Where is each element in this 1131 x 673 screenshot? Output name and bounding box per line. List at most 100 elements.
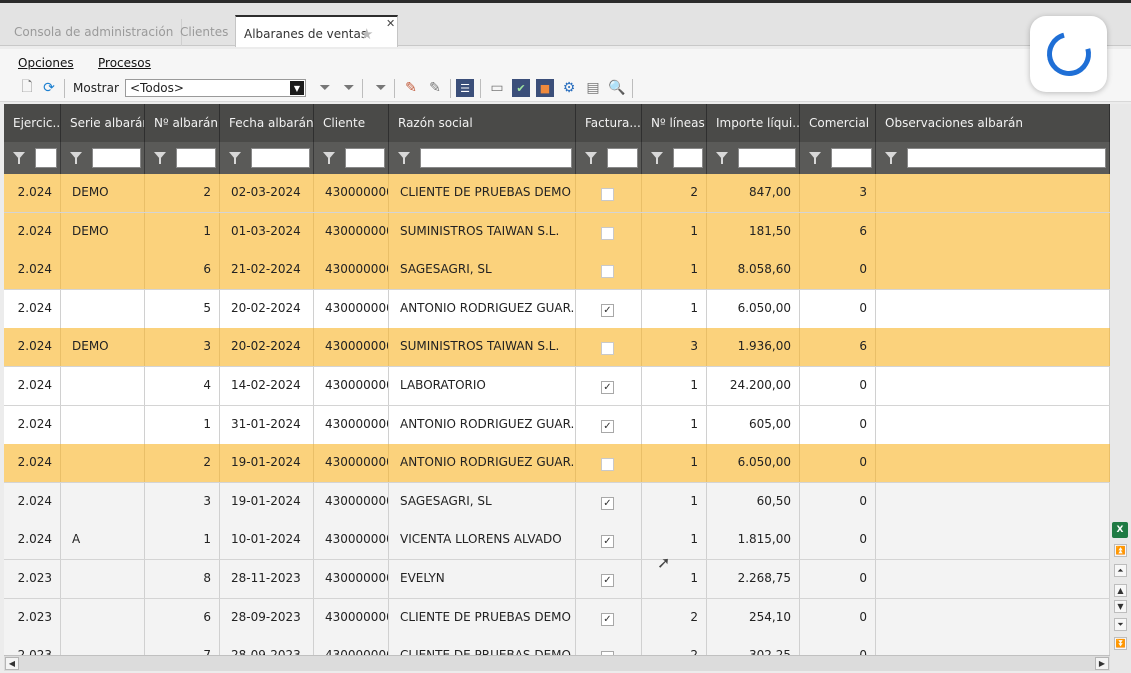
table-row[interactable]: 2.023 828-11-20234300000006EVELYN ✓ 12.268,… xyxy=(4,560,1110,599)
col-lineas-header[interactable]: Nº líneas xyxy=(642,104,707,142)
settings-window-icon[interactable]: ⚙ xyxy=(562,80,576,96)
excel-icon[interactable]: X xyxy=(1112,522,1128,538)
facturado-checkbox[interactable]: ✓ xyxy=(601,574,614,587)
col-ejercicio-header[interactable]: Ejercic... xyxy=(4,104,61,142)
filter-funnel-icon[interactable] xyxy=(809,152,821,164)
page-up-icon[interactable]: ⏶ xyxy=(1114,564,1127,577)
facturado-checkbox[interactable]: ✓ xyxy=(601,612,614,626)
menu-procesos[interactable]: Procesos xyxy=(98,56,151,70)
refresh-icon[interactable]: ⟳ xyxy=(43,80,55,96)
filter-funnel-icon[interactable] xyxy=(651,152,663,164)
col-facturado-header[interactable]: Factura... xyxy=(576,104,642,142)
col-importe-filter-input[interactable] xyxy=(738,148,796,168)
facturado-checkbox[interactable] xyxy=(601,342,614,356)
table-row[interactable]: 2.024 219-01-20244300000002ANTONIO RODRIG… xyxy=(4,444,1110,484)
razon-cell: VICENTA LLORENS ALVADO xyxy=(389,521,576,560)
filter-remove-icon[interactable]: ⏷ xyxy=(343,80,355,96)
facturado-checkbox[interactable]: ✓ xyxy=(601,303,614,317)
mostrar-select[interactable]: <Todos> ▼ xyxy=(125,79,306,97)
col-numero-filter-input[interactable] xyxy=(176,148,216,168)
filter-clear-icon[interactable]: ⏷ xyxy=(319,80,331,96)
tab-albaranes-ventas[interactable]: Albaranes de ventas ★ ✕ xyxy=(235,15,398,47)
filter-funnel-icon[interactable] xyxy=(70,152,82,164)
col-importe-header[interactable]: Importe líqui... xyxy=(707,104,800,142)
tab-clientes[interactable]: Clientes xyxy=(172,19,238,46)
numero-cell: 7 xyxy=(145,637,220,655)
filter-funnel-icon[interactable] xyxy=(154,152,166,164)
col-comercial-filter-input[interactable] xyxy=(831,148,872,168)
previous-record-icon[interactable]: ▲ xyxy=(1114,584,1127,597)
search-window-icon[interactable]: 🔍 xyxy=(608,80,626,96)
last-record-icon[interactable]: ⏬ xyxy=(1114,637,1127,650)
scroll-left-icon[interactable]: ◀ xyxy=(5,657,19,670)
fecha-cell: 28-09-2023 xyxy=(220,598,314,637)
edit-pencil-icon[interactable]: ✎ xyxy=(405,80,417,96)
filter-funnel-icon[interactable] xyxy=(398,152,410,164)
toolbar-separator xyxy=(362,79,363,98)
loading-button[interactable] xyxy=(1030,16,1107,92)
filter-funnel-icon[interactable] xyxy=(323,152,335,164)
col-comercial-header[interactable]: Comercial xyxy=(800,104,876,142)
table-row[interactable]: 2.024 414-02-20244300000005LABORATORIO ✓ 12… xyxy=(4,367,1110,406)
table-row[interactable]: 2.023 628-09-20234300000007CLIENTE DE PRU… xyxy=(4,598,1110,638)
facturado-checkbox[interactable]: ✓ xyxy=(601,535,614,549)
col-serie-header[interactable]: Serie albarán xyxy=(61,104,145,142)
star-icon[interactable]: ★ xyxy=(360,25,374,43)
facturado-checkbox[interactable] xyxy=(601,458,614,472)
filter-funnel-icon[interactable] xyxy=(885,152,897,164)
orange-window-icon[interactable]: ■ xyxy=(536,79,554,97)
new-document-icon[interactable]: 🗋 xyxy=(21,79,33,95)
filter-funnel-icon[interactable] xyxy=(585,152,597,164)
print-window-icon[interactable]: ▤ xyxy=(586,80,600,96)
facturado-checkbox[interactable] xyxy=(601,226,614,240)
col-numero-header[interactable]: Nº albarán xyxy=(145,104,220,142)
horizontal-scrollbar[interactable]: ◀ ▶ xyxy=(4,655,1110,671)
facturado-checkbox[interactable]: ✓ xyxy=(601,381,614,394)
col-lineas-filter-input[interactable] xyxy=(673,148,703,168)
first-record-icon[interactable]: ⏫ xyxy=(1114,544,1127,557)
facturado-checkbox[interactable]: ✓ xyxy=(601,419,614,433)
checked-window-icon[interactable]: ✔ xyxy=(512,79,530,97)
razon-cell: ANTONIO RODRIGUEZ GUAR... xyxy=(389,405,576,444)
window-icon[interactable]: ▭ xyxy=(490,80,504,96)
tab-consola-administracion[interactable]: Consola de administración xyxy=(6,19,183,46)
table-row[interactable]: 2.024 520-02-20244300000002ANTONIO RODRIG… xyxy=(4,289,1110,329)
table-row[interactable]: 2.023 728-09-20234300000007CLIENTE DE PRU… xyxy=(4,637,1110,655)
list-view-icon[interactable]: ☰ xyxy=(456,79,474,97)
col-cliente-header[interactable]: Cliente xyxy=(314,104,389,142)
col-cliente-filter-input[interactable] xyxy=(345,148,385,168)
filter-icon[interactable]: ⏷ xyxy=(375,80,387,96)
table-row[interactable]: 2.024DEMO320-02-20244300000009SUMINISTRO… xyxy=(4,328,1110,368)
edit-pencil-gray-icon[interactable]: ✎ xyxy=(429,80,441,96)
table-row[interactable]: 2.024 621-02-20244300000004SAGESAGRI, SL 1… xyxy=(4,251,1110,291)
col-observaciones-header[interactable]: Observaciones albarán xyxy=(876,104,1110,142)
scroll-right-icon[interactable]: ▶ xyxy=(1095,657,1109,670)
filter-funnel-icon[interactable] xyxy=(13,152,25,164)
col-razon-social-filter-input[interactable] xyxy=(420,148,572,168)
col-razon-social-header[interactable]: Razón social xyxy=(389,104,576,142)
table-row[interactable]: 2.024DEMO101-03-20244300000009SUMINISTRO… xyxy=(4,212,1110,252)
col-serie-filter-input[interactable] xyxy=(92,148,141,168)
menu-opciones[interactable]: Opciones xyxy=(18,56,74,70)
col-observaciones-filter-input[interactable] xyxy=(907,148,1106,168)
next-record-icon[interactable]: ▼ xyxy=(1114,600,1127,613)
chevron-down-icon[interactable]: ▼ xyxy=(290,81,304,95)
numero-cell: 5 xyxy=(145,289,220,328)
filter-funnel-icon[interactable] xyxy=(716,152,728,164)
filter-funnel-icon[interactable] xyxy=(229,152,241,164)
col-ejercicio-filter-input[interactable] xyxy=(35,148,57,168)
facturado-checkbox[interactable] xyxy=(601,651,614,655)
close-icon[interactable]: ✕ xyxy=(386,17,396,30)
col-facturado-filter-input[interactable] xyxy=(607,148,638,168)
facturado-cell: ✓ xyxy=(576,482,642,521)
page-down-icon[interactable]: ⏷ xyxy=(1114,618,1127,631)
table-row[interactable]: 2.024 319-01-20244300000004SAGESAGRI, SL ✓… xyxy=(4,482,1110,522)
facturado-checkbox[interactable] xyxy=(601,188,614,201)
facturado-checkbox[interactable]: ✓ xyxy=(601,496,614,510)
facturado-checkbox[interactable] xyxy=(601,265,614,279)
col-fecha-header[interactable]: Fecha albarán xyxy=(220,104,314,142)
col-fecha-filter-input[interactable] xyxy=(251,148,310,168)
